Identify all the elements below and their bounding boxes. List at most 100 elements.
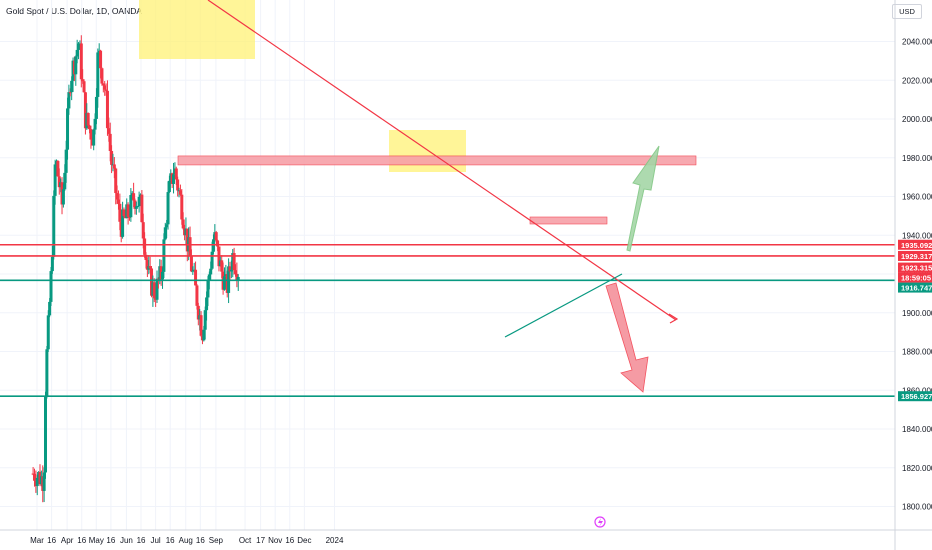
candle-body	[79, 43, 83, 80]
candle-body	[86, 113, 90, 126]
currency-selector[interactable]: USD	[892, 4, 922, 19]
candle-body	[118, 203, 122, 222]
candle-body	[99, 50, 103, 69]
candle-body	[140, 194, 144, 223]
bearish-arrow[interactable]	[605, 282, 649, 393]
candle-body	[127, 216, 131, 218]
candle-body	[180, 194, 184, 220]
candle-body	[144, 254, 148, 260]
candle-body	[176, 179, 180, 191]
candle-body	[66, 108, 70, 150]
x-tick-label: Oct	[239, 536, 252, 545]
candle-body	[210, 251, 214, 269]
candle-body	[233, 270, 237, 274]
candle-body	[228, 266, 232, 272]
x-tick-label: 16	[77, 536, 86, 545]
y-tick-label: 1840.000	[902, 425, 932, 434]
candle-body	[74, 56, 78, 75]
candle-body	[94, 96, 98, 119]
candle-body	[48, 301, 52, 316]
candle-body	[77, 43, 81, 50]
candle-body	[214, 232, 218, 241]
bullish-arrow[interactable]	[626, 145, 660, 252]
candle-body	[207, 274, 211, 281]
price-axis-label	[898, 262, 932, 273]
x-tick-label: 17	[256, 536, 265, 545]
candle-body	[52, 195, 56, 257]
candle-body	[83, 92, 87, 129]
y-tick-label: 1980.000	[902, 154, 932, 163]
x-tick-label: Dec	[297, 536, 311, 545]
candle-body	[165, 224, 169, 228]
candle-body	[64, 149, 68, 173]
price-axis-label-text: 1856.927	[901, 392, 932, 401]
candle-body	[49, 271, 53, 302]
ascending-trendline[interactable]	[504, 273, 623, 338]
candle-body	[145, 259, 149, 270]
candle-body	[75, 49, 79, 57]
candle-body	[194, 269, 198, 286]
candle-body	[107, 128, 111, 134]
y-tick-label: 1820.000	[902, 464, 932, 473]
candle-body	[181, 219, 185, 229]
candle-body	[67, 92, 71, 109]
price-axis-label	[898, 239, 932, 250]
price-axis-label-text: 18:59:05	[901, 274, 931, 283]
candle-body	[50, 256, 54, 272]
candle-body	[132, 193, 136, 201]
x-tick-label: Apr	[61, 536, 74, 545]
x-tick-label: 16	[166, 536, 175, 545]
candle-body	[174, 168, 178, 180]
candle-body	[46, 315, 50, 350]
candle-body	[189, 256, 193, 272]
x-tick-label: 16	[285, 536, 294, 545]
candle-body	[203, 310, 207, 330]
candle-body	[199, 315, 203, 336]
candle-body	[136, 206, 140, 208]
candle-body	[63, 172, 67, 190]
y-tick-label: 1960.000	[902, 193, 932, 202]
lightning-icon	[598, 518, 603, 527]
x-tick-label: 16	[137, 536, 146, 545]
candle-body	[116, 199, 120, 204]
candle-body	[222, 276, 226, 290]
candle-body	[134, 206, 138, 209]
x-tick-label: Sep	[209, 536, 224, 545]
x-tick-label: 16	[47, 536, 56, 545]
candle-body	[202, 329, 206, 341]
y-tick-label: 2020.000	[902, 76, 932, 85]
candle-body	[141, 222, 145, 239]
price-axis-label	[898, 282, 932, 293]
candle-body	[209, 268, 213, 275]
descending-trendline[interactable]	[207, 0, 677, 321]
candle-body	[126, 204, 130, 217]
x-tick-label: Mar	[30, 536, 44, 545]
candle-body	[129, 195, 133, 218]
candle-body	[205, 297, 209, 311]
candle-body	[191, 270, 195, 272]
candle-body	[166, 192, 170, 225]
candle-body	[96, 52, 100, 97]
candle-body	[152, 282, 156, 299]
price-axis-label-text: 1935.092	[901, 241, 932, 250]
price-axis-label	[898, 250, 932, 261]
candle-body	[56, 161, 60, 177]
candle-body	[100, 68, 104, 84]
highlight-box-mid[interactable]	[389, 130, 466, 172]
candle-body	[163, 227, 167, 240]
candle-body	[88, 125, 92, 130]
highlight-box-top[interactable]	[139, 0, 255, 59]
minor-resistance-zone[interactable]	[529, 216, 608, 225]
candle-body	[89, 129, 93, 140]
x-tick-label: May	[89, 536, 104, 545]
candle-body	[235, 273, 239, 280]
y-tick-label: 1900.000	[902, 309, 932, 318]
x-tick-label: Nov	[268, 536, 282, 545]
x-tick-label: Jul	[150, 536, 160, 545]
price-axis-label-text: 1916.747	[901, 284, 932, 293]
candle-body	[70, 80, 74, 93]
candle-body	[121, 209, 125, 237]
candle-body	[32, 473, 36, 481]
candle-body	[196, 305, 200, 320]
